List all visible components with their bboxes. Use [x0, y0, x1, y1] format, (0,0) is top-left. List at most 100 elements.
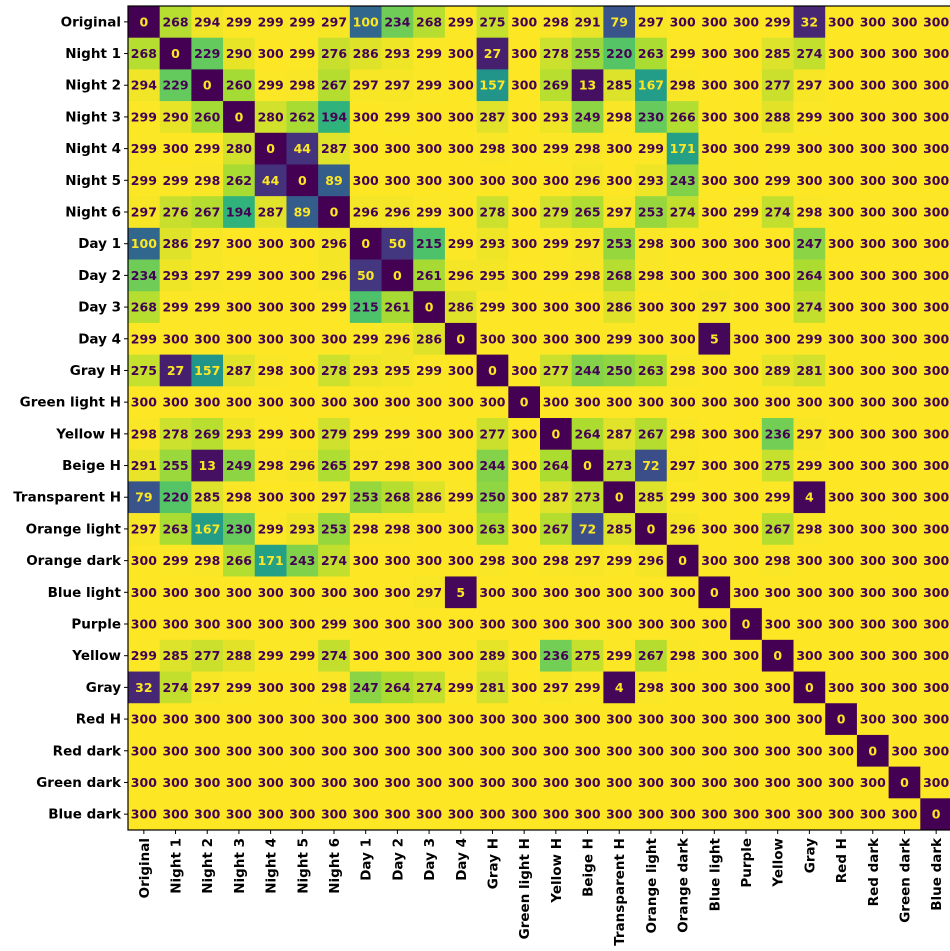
heatmap-cell: [191, 259, 224, 292]
heatmap-cell: [571, 69, 604, 102]
cell-value-label: 300: [543, 743, 569, 758]
heatmap-cell: [666, 354, 699, 387]
cell-value-label: 236: [765, 426, 791, 441]
cell-value-label: 300: [384, 775, 410, 790]
cell-value-label: 300: [511, 46, 537, 61]
heatmap-cell: [698, 386, 731, 419]
heatmap-cell: [254, 259, 287, 292]
cell-value-label: 300: [353, 712, 379, 727]
cell-value-label: 300: [479, 712, 505, 727]
heatmap-cell: [191, 671, 224, 704]
cell-value-label: 300: [511, 331, 537, 346]
heatmap-cell: [254, 513, 287, 546]
cell-value-label: 300: [258, 743, 284, 758]
heatmap-cell: [159, 322, 192, 355]
heatmap-cell: [698, 766, 731, 799]
heatmap-cell: [698, 322, 731, 355]
cell-value-label: 261: [416, 268, 442, 283]
heatmap-cell: [318, 544, 351, 577]
cell-value-label: 298: [131, 426, 157, 441]
y-tick-label: Gray: [86, 680, 121, 696]
cell-value-label: 286: [606, 300, 632, 315]
heatmap-cell: [603, 766, 636, 799]
cell-value-label: 300: [670, 268, 696, 283]
heatmap-cell: [666, 259, 699, 292]
cell-value-label: 300: [511, 743, 537, 758]
cell-value-label: 300: [828, 268, 854, 283]
cell-value-label: 300: [511, 300, 537, 315]
heatmap-cell: [128, 513, 160, 546]
heatmap-cell: [540, 798, 572, 831]
heatmap-cell: [793, 798, 826, 831]
heatmap-cell: [223, 354, 256, 387]
heatmap-cell: [508, 386, 541, 419]
heatmap-cell: [476, 386, 509, 419]
heatmap-cell: [444, 196, 477, 229]
cell-value-label: 300: [923, 648, 949, 663]
cell-value-label: 300: [891, 553, 917, 568]
heatmap-cell: [191, 703, 224, 736]
cell-value-label: 300: [638, 585, 664, 600]
heatmap-cell: [286, 449, 319, 482]
cell-value-label: 300: [828, 173, 854, 188]
heatmap-cell: [730, 101, 763, 134]
heatmap-cell: [698, 6, 731, 38]
heatmap-cell: [159, 449, 192, 482]
cell-value-label: 298: [574, 268, 600, 283]
cell-value-label: 299: [226, 680, 252, 695]
heatmap-cell: [381, 576, 414, 609]
heatmap-cell: [223, 101, 256, 134]
heatmap-cell: [571, 101, 604, 134]
y-tick-label: Night 2: [65, 78, 121, 94]
heatmap-cell: [920, 6, 950, 38]
cell-value-label: 300: [828, 807, 854, 822]
heatmap-cell: [223, 544, 256, 577]
cell-value-label: 236: [543, 648, 569, 663]
heatmap-cell: [825, 196, 858, 229]
heatmap-cell: [318, 798, 351, 831]
heatmap-cell: [159, 291, 192, 324]
cell-value-label: 300: [891, 141, 917, 156]
heatmap-cell: [318, 132, 351, 165]
cell-value-label: 300: [479, 331, 505, 346]
heatmap-cell: [698, 639, 731, 672]
heatmap-cell: [571, 291, 604, 324]
heatmap-cell: [476, 259, 509, 292]
heatmap-cell: [381, 671, 414, 704]
cell-value-label: 288: [765, 109, 791, 124]
cell-value-label: 300: [670, 807, 696, 822]
cell-value-label: 300: [891, 743, 917, 758]
heatmap-cell: [603, 322, 636, 355]
heatmap-cell: [793, 69, 826, 102]
heatmap-cell: [286, 132, 319, 165]
heatmap-cell: [413, 671, 446, 704]
cell-value-label: 300: [860, 268, 886, 283]
heatmap-cell: [413, 766, 446, 799]
heatmap-cell: [698, 164, 731, 197]
cell-value-label: 268: [416, 14, 442, 29]
heatmap-cell: [635, 132, 668, 165]
cell-value-label: 300: [860, 585, 886, 600]
heatmap-cell: [666, 481, 699, 514]
heatmap-cell: [888, 227, 921, 260]
cell-value-label: 300: [448, 521, 474, 536]
heatmap-cell: [825, 291, 858, 324]
heatmap-cell: [730, 766, 763, 799]
heatmap-cell: [730, 386, 763, 419]
cell-value-label: 300: [796, 553, 822, 568]
heatmap-cell: [381, 513, 414, 546]
cell-value-label: 157: [479, 78, 505, 93]
heatmap-cell: [571, 703, 604, 736]
cell-value-label: 300: [606, 807, 632, 822]
heatmap-cell: [888, 322, 921, 355]
cell-value-label: 244: [479, 458, 505, 473]
heatmap-cell: [571, 576, 604, 609]
heatmap-cell: [349, 259, 382, 292]
x-tick-label: Beige H: [581, 838, 597, 897]
cell-value-label: 300: [194, 617, 220, 632]
cell-value-label: 286: [416, 490, 442, 505]
cell-value-label: 278: [162, 426, 188, 441]
heatmap-cell: [920, 69, 950, 102]
cell-value-label: 300: [828, 743, 854, 758]
cell-value-label: 300: [828, 395, 854, 410]
